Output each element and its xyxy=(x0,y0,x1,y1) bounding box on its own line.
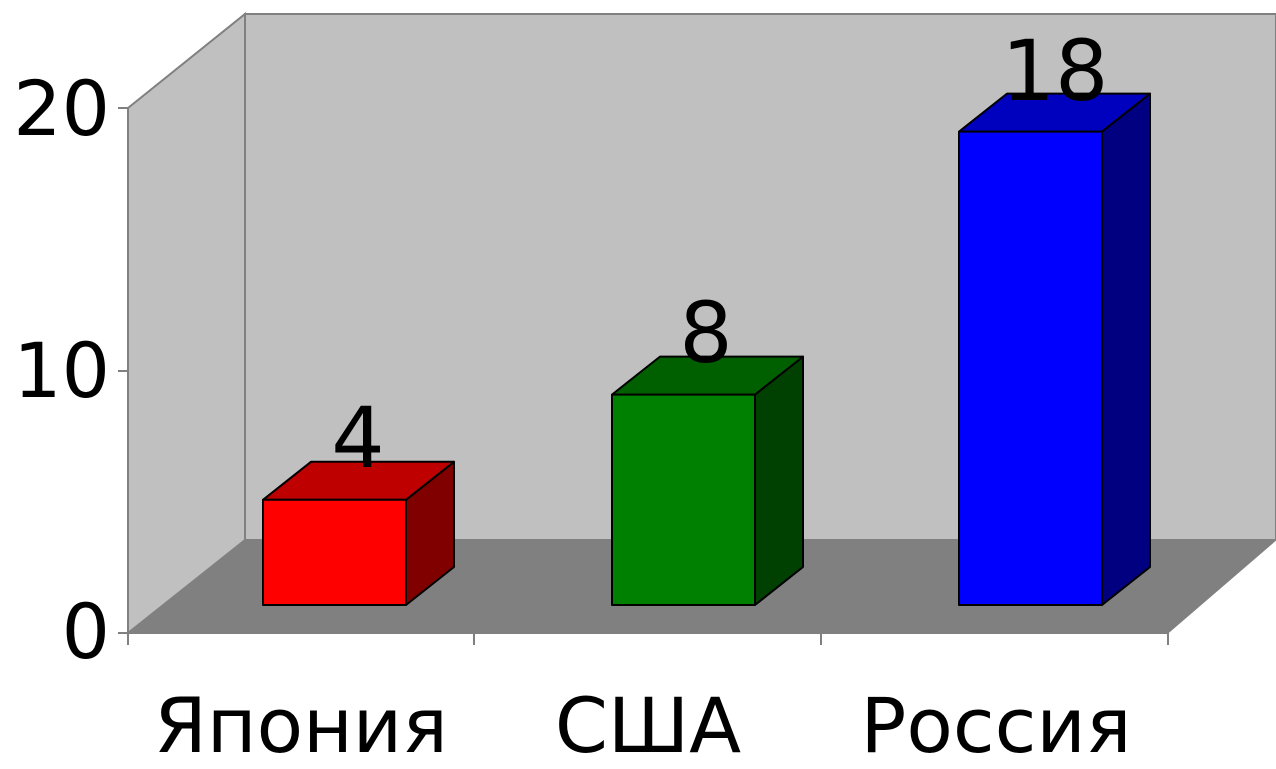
category-label: Япония xyxy=(154,681,448,769)
data-label: 4 xyxy=(331,389,384,487)
bar xyxy=(262,460,455,606)
chart-side-wall xyxy=(127,11,246,636)
bar xyxy=(611,355,804,606)
bars-group xyxy=(262,92,1151,606)
bar-front-face xyxy=(262,498,407,606)
data-label: 8 xyxy=(679,284,732,382)
bar-side-face xyxy=(754,355,804,606)
bar-side-face xyxy=(1101,92,1151,606)
bar xyxy=(958,92,1151,606)
category-label: Россия xyxy=(860,681,1131,769)
data-label: 18 xyxy=(1002,22,1109,120)
y-tick-label: 0 xyxy=(62,587,110,676)
bar-front-face xyxy=(958,130,1103,606)
bar-front-face xyxy=(611,393,756,606)
y-tick-label: 10 xyxy=(13,326,110,415)
y-tick-label: 20 xyxy=(13,64,110,153)
category-label: США xyxy=(555,681,741,769)
